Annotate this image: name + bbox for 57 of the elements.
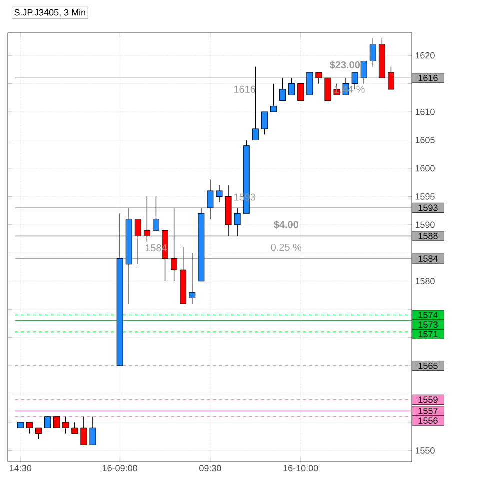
candlestick [261, 112, 268, 135]
y-tick-label: 1605 [416, 137, 435, 144]
candlestick [54, 416, 60, 428]
candlestick [388, 66, 394, 90]
candlestick [26, 422, 33, 434]
ref-line-label: 1557 [418, 408, 438, 414]
y-tick-label: 1610 [416, 108, 435, 116]
candlestick [280, 78, 286, 102]
annotation: 1616 [234, 86, 256, 93]
ref-line-label: 1556 [418, 418, 438, 424]
candlestick [171, 208, 178, 282]
candlestick [360, 60, 368, 84]
y-tick-label: 1620 [416, 52, 435, 59]
candlestick [80, 416, 88, 446]
ref-line-label: 1584 [418, 256, 438, 262]
candlestick [288, 78, 296, 96]
candlestick [316, 72, 322, 84]
x-tick-label: 16-09:00 [103, 465, 138, 472]
candlestick [370, 38, 376, 68]
candlestick [44, 416, 51, 428]
candlestick [216, 185, 223, 203]
candlestick [35, 428, 42, 440]
annotation: $4.00 [274, 220, 298, 229]
candlestick [90, 416, 96, 446]
x-tick-label: 14:30 [10, 465, 32, 472]
y-tick-label: 1550 [416, 448, 435, 454]
ref-line-label: 1571 [418, 331, 438, 338]
ref-line-label: 1588 [418, 233, 438, 240]
ref-line-label: 1574 [418, 312, 438, 318]
candlestick [352, 72, 358, 90]
candlestick [134, 218, 142, 265]
candlestick [234, 208, 241, 237]
candlestick [207, 179, 214, 220]
candlestick [62, 416, 70, 434]
y-tick-label: 1590 [416, 222, 435, 228]
x-tick-label: 09:30 [200, 465, 222, 472]
y-tick-label: 1600 [416, 165, 435, 172]
ref-line-label: 1559 [418, 396, 438, 404]
x-tick-label: 16-10:00 [284, 465, 318, 472]
candlestick [324, 78, 332, 102]
candlestick [189, 252, 196, 304]
annotation: $23.00 [330, 61, 360, 70]
candlestick [298, 84, 304, 101]
chart-title: S.JP.J3405, 3 Min [14, 9, 86, 17]
candlestick [270, 83, 277, 112]
ref-line-label: 1565 [418, 362, 438, 370]
annotation: 1.44 % [334, 86, 365, 93]
candlestick [144, 196, 150, 242]
ref-line-label: 1593 [418, 204, 438, 212]
candlestick [72, 422, 78, 434]
y-tick-label: 1580 [416, 278, 435, 285]
candlestick [152, 196, 160, 231]
candlestick [306, 72, 314, 96]
ref-line-label: 1573 [418, 322, 438, 328]
ref-line-label: 1616 [418, 74, 438, 82]
y-tick-label: 1595 [416, 194, 435, 200]
annotation: 0.25 % [271, 244, 302, 252]
